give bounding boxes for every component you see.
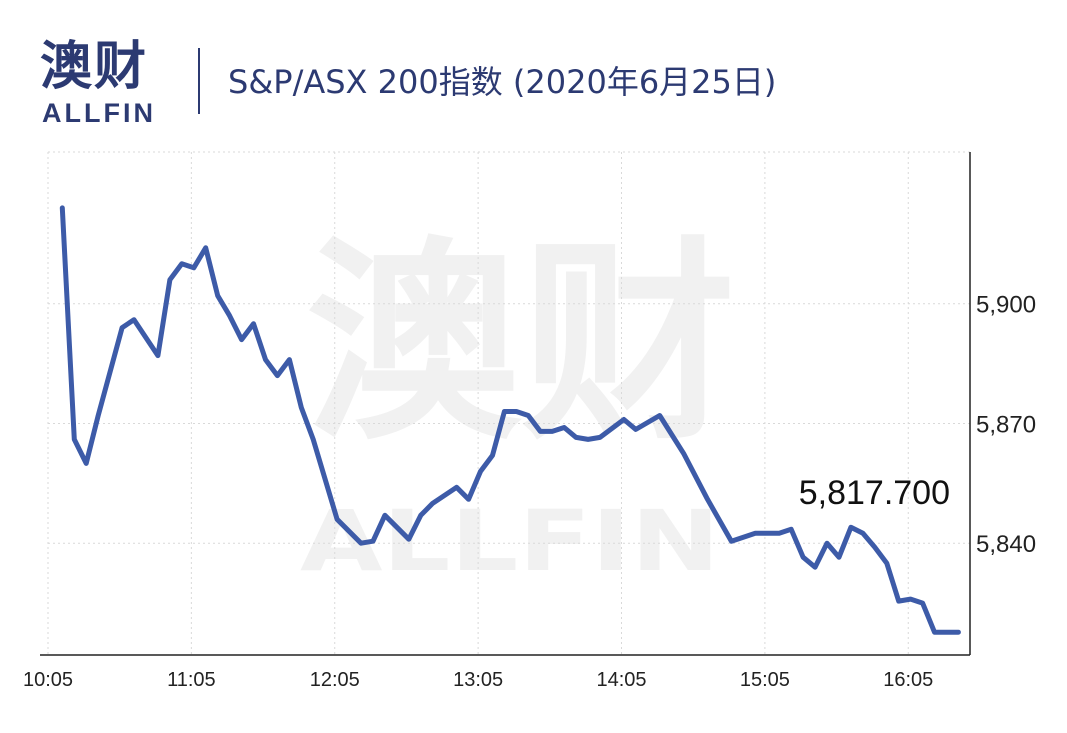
allfin-logo: 澳财 ALLFIN [40,36,170,132]
line-chart: 澳财 ALLFIN 10:05 11:05 12:05 13:05 14:05 15:05… [23,151,1036,691]
y-tick-label: 5,900 [976,292,1036,319]
chart-title: S&P/ASX 200指数 (2020年6月25日) [228,63,777,101]
labels: 10:05 11:05 12:05 13:05 14:05 15:05 16:05 5,840… [23,292,1036,691]
header: 澳财 ALLFIN S&P/ASX 200指数 (2020年6月25日) [0,0,1067,140]
x-tick-label: 16:05 [883,669,933,691]
x-tick-label: 11:05 [167,669,216,691]
series-line [59,205,961,635]
header-divider [198,48,200,114]
x-tick-label: 13:05 [453,669,503,691]
axes [40,152,971,656]
y-tick-label: 5,840 [976,531,1036,558]
grid [47,151,970,655]
x-tick-label: 12:05 [310,669,360,691]
last-value-annotation: 5,817.700 [799,474,950,512]
logo-english-text: ALLFIN [42,98,156,128]
x-tick-label: 14:05 [596,669,646,691]
series [59,205,961,635]
logo-chinese-text: 澳财 [40,37,149,97]
chart-area: 澳财 ALLFIN 10:05 11:05 12:05 13:05 14:05 15:05… [0,140,1067,733]
x-tick-label: 15:05 [740,669,790,691]
y-tick-label: 5,870 [976,411,1036,438]
x-tick-label: 10:05 [23,669,73,691]
